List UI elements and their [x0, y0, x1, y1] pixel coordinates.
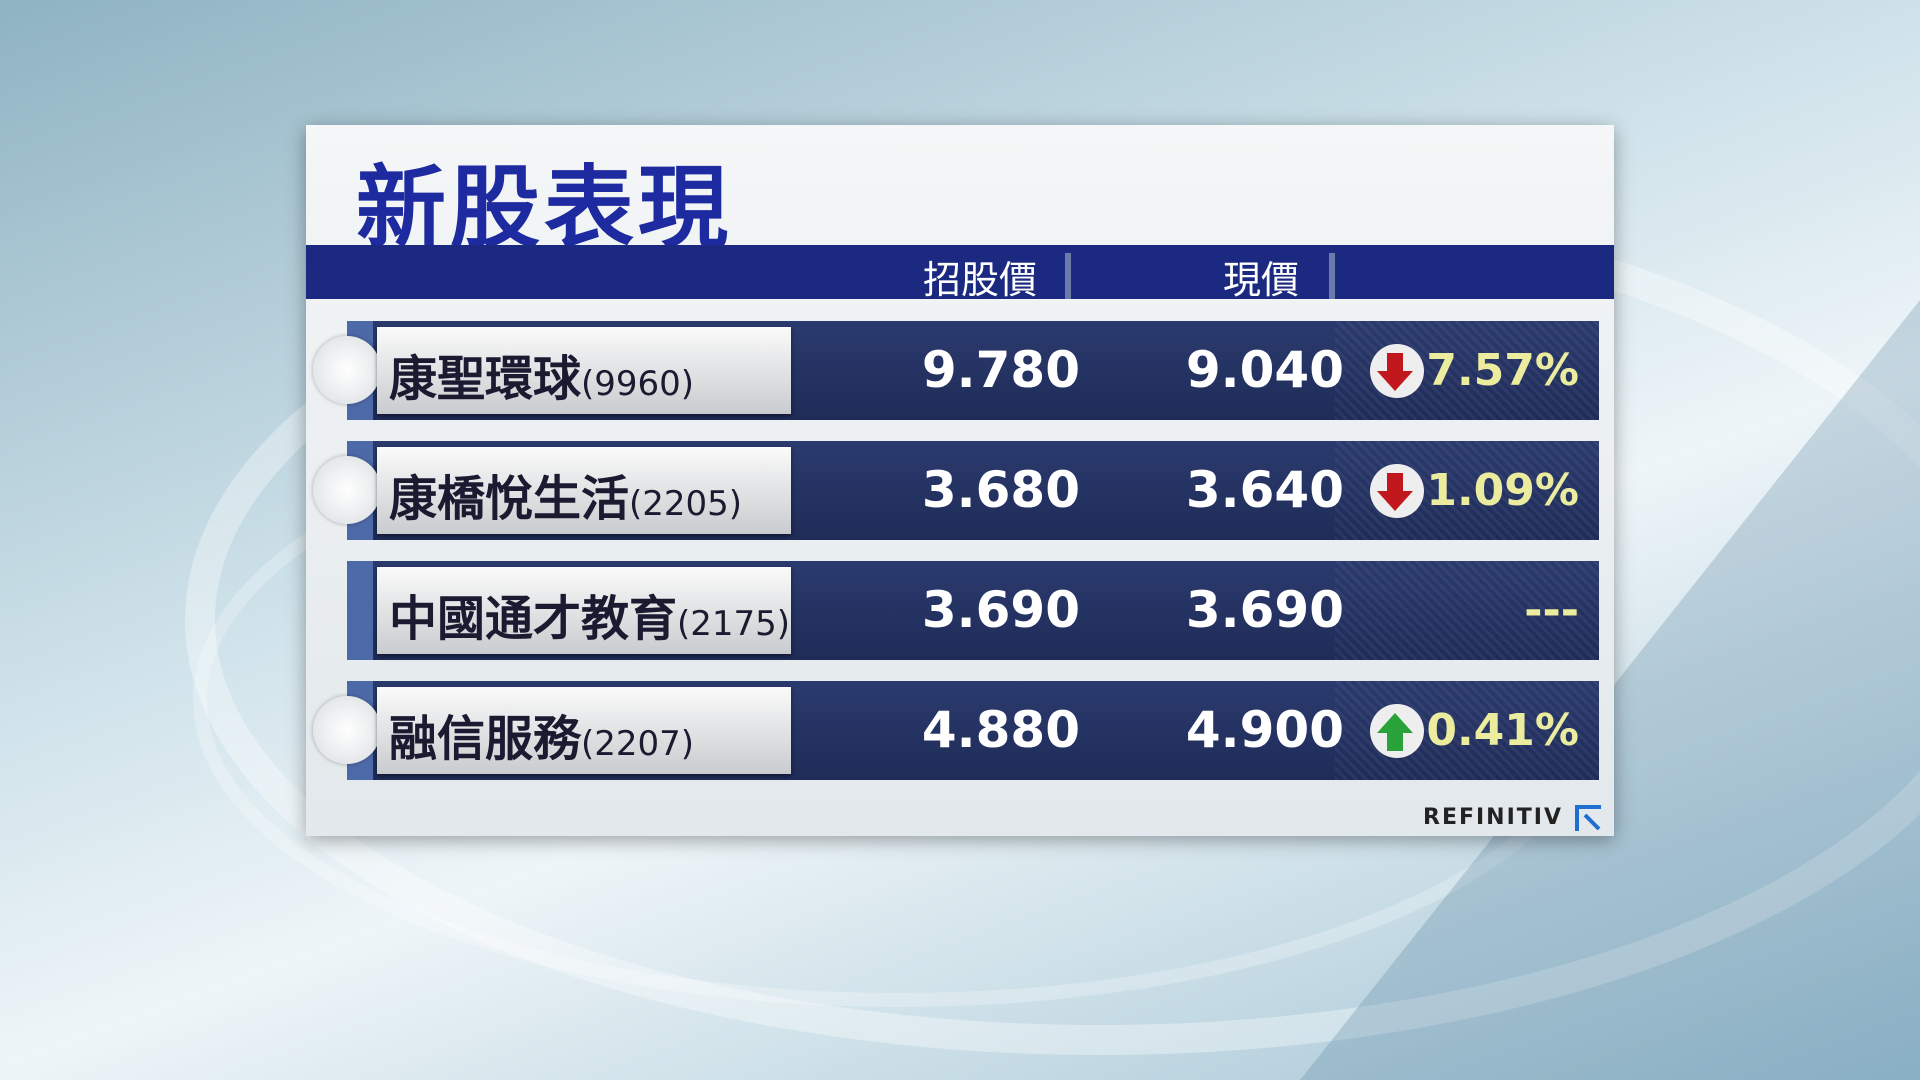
change: 1.09%	[1426, 465, 1579, 516]
current-price: 9.040	[1185, 341, 1344, 399]
company-logo	[313, 336, 381, 404]
direction-arrow	[1370, 704, 1424, 758]
stock-code: (2207)	[581, 724, 695, 764]
name-box: 融信服務(2207)	[377, 687, 791, 774]
separator	[1065, 253, 1071, 299]
offer-price: 3.690	[921, 581, 1080, 639]
stock-name: 康聖環球(9960)	[389, 339, 694, 409]
title: 新股表現	[356, 156, 732, 261]
separator	[1329, 253, 1335, 299]
name-box: 康聖環球(9960)	[377, 327, 791, 414]
offer-price: 3.680	[921, 461, 1080, 519]
company-logo	[313, 696, 381, 764]
name: 中國通才教育	[389, 591, 678, 647]
direction-arrow	[1370, 344, 1424, 398]
change: 7.57%	[1426, 345, 1579, 396]
direction-arrow	[1370, 464, 1424, 518]
stock-code: (2175)	[677, 604, 791, 644]
header-cell: 招股價	[922, 258, 1037, 302]
stock-name: 康橋悅生活(2205)	[389, 459, 742, 529]
stock-code: (2205)	[629, 484, 743, 524]
footer-brand: REFINITIV	[1423, 803, 1605, 833]
header-cell: 現價	[1222, 258, 1299, 302]
name: 康聖環球	[389, 351, 582, 407]
name-box: 中國通才教育(2175)	[377, 567, 791, 654]
stock-name: 中國通才教育(2175)	[389, 579, 790, 649]
current-price: 3.640	[1185, 461, 1344, 519]
offer-price: 9.780	[921, 341, 1080, 399]
panel: 新股表現 招股價 現價 康聖環球(9960) 9.780 9.040 7.57%…	[306, 125, 1614, 836]
table-row: 中國通才教育(2175) 3.690 3.690 ---	[347, 561, 1599, 660]
current-price: 4.900	[1185, 701, 1344, 759]
table-row: 融信服務(2207) 4.880 4.900 0.41%	[313, 681, 1599, 780]
change: 0.41%	[1426, 705, 1579, 756]
current-price: 3.690	[1185, 581, 1344, 639]
company-logo	[313, 456, 381, 524]
offer-price: 4.880	[921, 701, 1080, 759]
brand: REFINITIV	[1423, 805, 1563, 830]
brand-icon	[1574, 805, 1601, 831]
name: 融信服務	[389, 711, 582, 767]
table-row: 康橋悅生活(2205) 3.680 3.640 1.09%	[313, 441, 1599, 540]
header-bar: 招股價 現價	[306, 245, 1614, 302]
hatch	[1335, 561, 1599, 660]
stock-code: (9960)	[581, 364, 695, 404]
table-row: 康聖環球(9960) 9.780 9.040 7.57%	[313, 321, 1599, 420]
name: 康橋悅生活	[389, 471, 630, 527]
change: ---	[1524, 585, 1579, 636]
name-box: 康橋悅生活(2205)	[377, 447, 791, 534]
stock-name: 融信服務(2207)	[389, 699, 694, 769]
